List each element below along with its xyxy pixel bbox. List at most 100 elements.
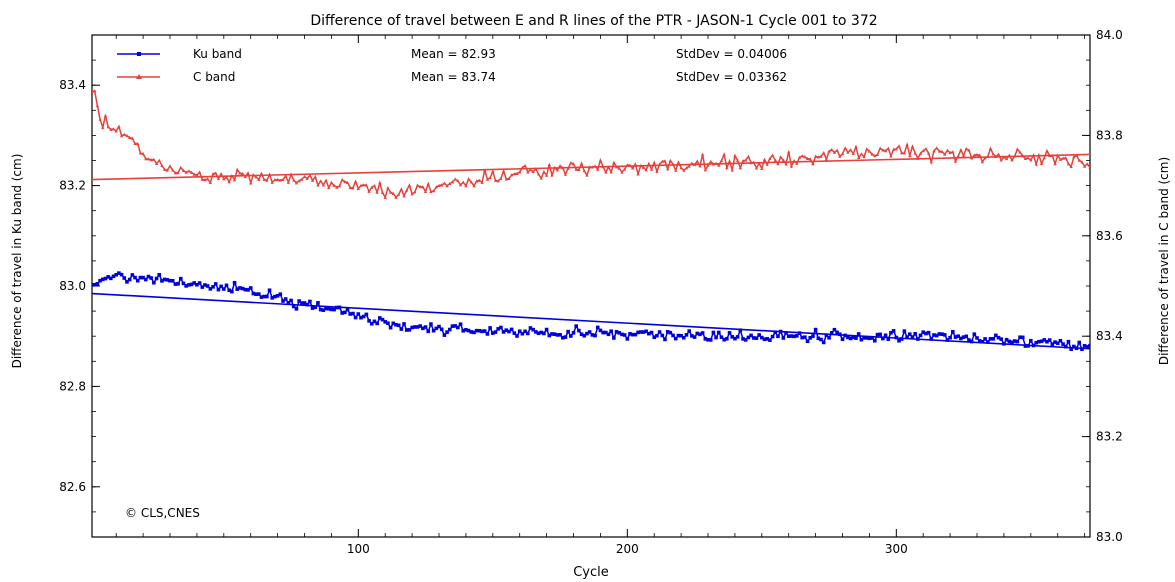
ku-band-point (493, 330, 498, 334)
c-band-point (526, 170, 530, 174)
ku-band-point (418, 324, 422, 328)
ku-band-point (714, 335, 718, 340)
y-right-tick-label: 84.0 (1096, 28, 1123, 42)
y-left-tick-label: 83.2 (59, 179, 86, 193)
c-band-point (867, 149, 872, 153)
ku-band-point (472, 330, 476, 335)
c-band-point (652, 160, 656, 165)
c-band-point (614, 165, 619, 169)
c-band-point (1061, 156, 1065, 160)
ku-band-point (859, 337, 864, 342)
ku-band-point (240, 286, 245, 291)
ku-band-point (560, 335, 565, 340)
c-band-point (243, 174, 247, 179)
ku-band-point (840, 337, 845, 342)
ku-band-point (466, 328, 471, 333)
ku-band-point (1037, 339, 1041, 344)
ku-band-point (351, 311, 355, 316)
ku-band-point (894, 335, 899, 340)
c-band-point (171, 168, 175, 172)
ku-band-point (649, 330, 654, 335)
ku-band-point (628, 332, 632, 336)
c-band-point (445, 184, 449, 188)
c-band-point (518, 170, 522, 174)
chart-title: Difference of travel between E and R lin… (310, 13, 877, 29)
plot-frame (91, 34, 1091, 538)
c-band-point (606, 165, 611, 169)
ku-band-point (100, 277, 105, 282)
c-band-point (943, 152, 947, 156)
ku-band-point (797, 331, 802, 335)
ku-band-point (690, 334, 694, 338)
ku-band-point (135, 278, 140, 283)
c-band-point (687, 164, 691, 168)
ku-band-point (343, 310, 347, 315)
ku-band-point (106, 275, 110, 279)
c-band-point (477, 178, 481, 182)
c-band-point (179, 165, 183, 169)
c-band-point (566, 166, 570, 170)
c-band-point (402, 194, 406, 198)
c-band-point (1058, 157, 1063, 161)
ku-band-point (1031, 343, 1036, 348)
c-band-point (316, 183, 320, 187)
ku-band-point (329, 307, 334, 312)
c-band-point (770, 153, 775, 157)
ku-band-point (673, 336, 678, 341)
ku-band-point (402, 322, 406, 326)
c-band-point (612, 160, 616, 165)
c-band-point (133, 141, 137, 145)
ku-band-point (184, 284, 188, 288)
ku-band-point (741, 337, 745, 341)
c-band-point (999, 158, 1003, 162)
c-band-point (249, 181, 253, 185)
c-band-point (211, 172, 215, 176)
ku-band-point (555, 333, 560, 337)
c-band-point (101, 125, 105, 129)
ku-band-point (464, 327, 468, 332)
ku-band-point (873, 338, 877, 343)
c-band-point (450, 180, 455, 184)
c-band-point (679, 166, 683, 170)
ku-band-point (641, 330, 646, 334)
ku-band-point (851, 335, 856, 340)
ku-band-point (536, 331, 541, 336)
ku-band-point (380, 317, 385, 322)
c-band-point (666, 167, 670, 171)
ku-band-point (792, 334, 796, 339)
c-band-point (749, 161, 753, 165)
ku-band-point (1020, 335, 1025, 340)
ku-band-point (1007, 339, 1012, 344)
ku-band-point (722, 337, 726, 342)
c-band-point (905, 142, 909, 146)
ku-band-point (916, 337, 920, 341)
c-band-point (902, 151, 906, 155)
c-band-point (219, 172, 223, 176)
c-band-point (187, 169, 191, 173)
ku-band-point (848, 336, 853, 341)
ku-band-point (735, 335, 740, 339)
ku-band-point (130, 273, 135, 277)
c-band-point (674, 168, 678, 172)
ku-band-point (361, 314, 366, 319)
c-band-point (972, 153, 976, 157)
ku-band-point (482, 329, 487, 333)
c-band-point (423, 189, 428, 194)
ku-band-point (383, 320, 388, 324)
ku-band-point (224, 283, 229, 288)
c-band-point (929, 160, 933, 164)
y-right-tick-label: 83.2 (1096, 430, 1123, 444)
ku-band-point (977, 339, 982, 343)
c-band-point (555, 168, 559, 172)
c-band-point (773, 158, 777, 162)
c-band-point (1056, 153, 1060, 158)
ku-band-point (297, 299, 301, 303)
ku-band-point (1050, 342, 1055, 346)
ku-band-point (757, 333, 761, 337)
c-band-point (337, 184, 342, 188)
ku-band-markers (92, 271, 1090, 352)
c-band-point (647, 161, 651, 166)
ku-band-point (816, 336, 821, 341)
ku-band-point (886, 337, 891, 341)
c-band-point (515, 171, 519, 175)
